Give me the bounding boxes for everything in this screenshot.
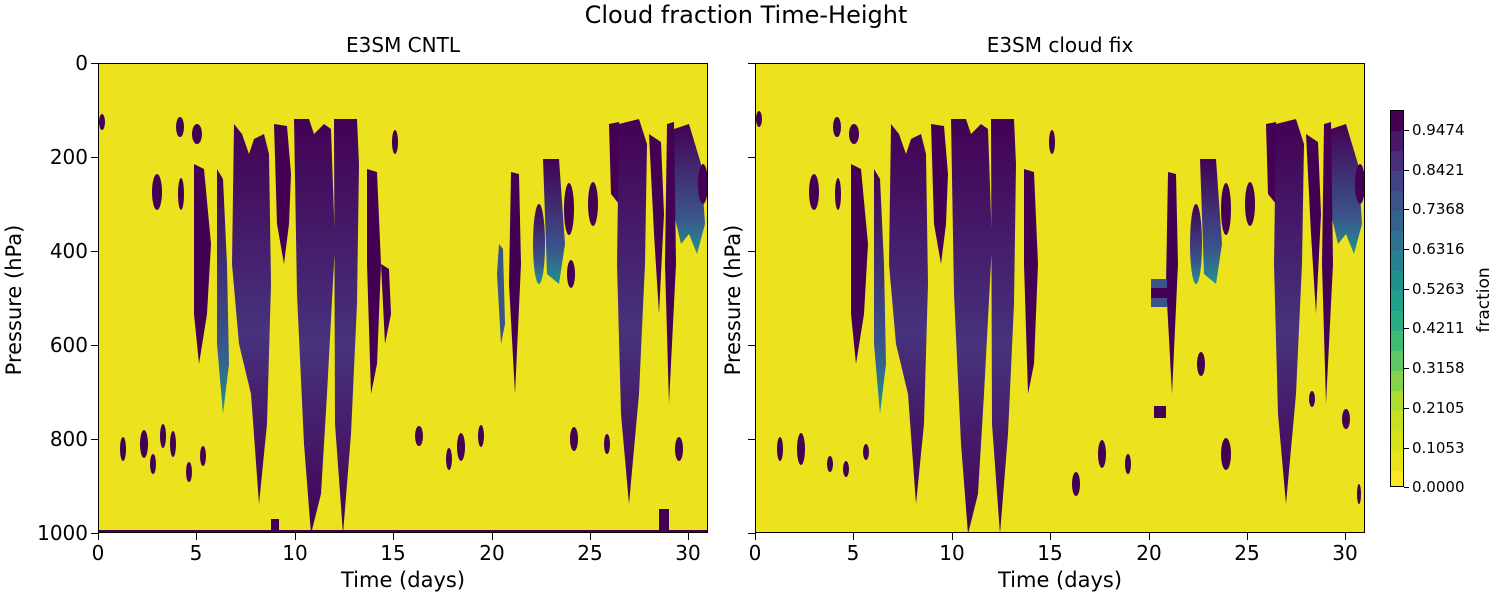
right-plot-area [755,63,1365,533]
right-ytick-1000 [748,533,755,534]
figure-title: Cloud fraction Time-Height [584,1,908,29]
left-panel-title: E3SM CNTL [346,33,460,57]
left-x-axis-label: Time (days) [340,568,466,592]
left-y-axis-label: Pressure (hPa) [2,224,26,376]
colorbar-label: fraction [1474,267,1494,333]
colorbar [1390,110,1404,487]
right-y-axis-label: Pressure (hPa) [721,224,745,376]
right-x-axis-label: Time (days) [997,568,1123,592]
right-ytick-0 [748,63,755,64]
right-ytick-800 [748,439,755,440]
right-ytick-200 [748,157,755,158]
left-plot-area [98,63,708,533]
right-ytick-400 [748,251,755,252]
right-ytick-600 [748,345,755,346]
right-panel-title: E3SM cloud fix [986,33,1134,57]
